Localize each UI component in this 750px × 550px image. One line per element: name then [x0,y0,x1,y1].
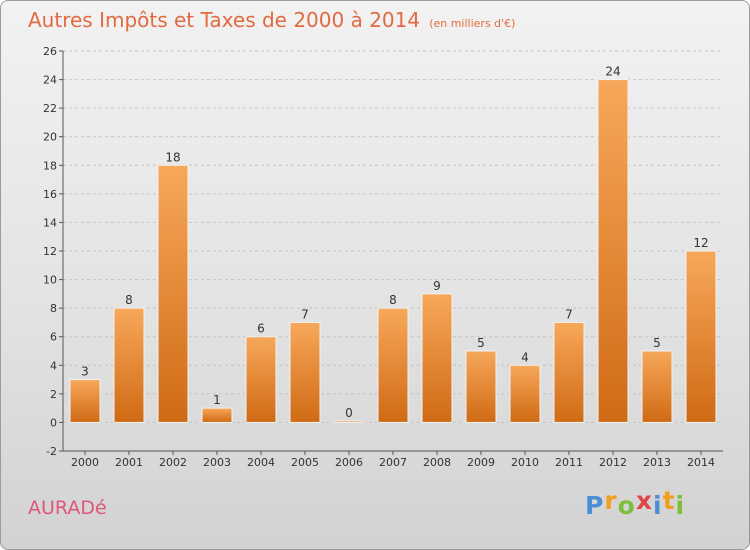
y-tick-label: 8 [50,302,57,315]
x-tick-label: 2008 [423,456,451,469]
x-tick-label: 2004 [247,456,275,469]
x-tick-label: 2009 [467,456,495,469]
data-label-2011: 7 [565,307,573,321]
x-tick-label: 2011 [555,456,583,469]
x-tick-label: 2010 [511,456,539,469]
y-tick-label: 0 [50,416,57,429]
logo-letter: i [675,491,686,520]
x-tick-label: 2001 [115,456,143,469]
y-tick-label: 26 [43,45,57,58]
bar-2014 [685,250,717,423]
y-tick-label: 20 [43,131,57,144]
data-label-2013: 5 [653,336,661,350]
data-label-2008: 9 [433,279,441,293]
data-label-2004: 6 [257,322,265,336]
bar-2001 [113,307,145,423]
bar-2000 [69,379,101,423]
location-name: AURADé [28,497,107,519]
y-tick-label: 16 [43,188,57,201]
y-tick-label: 18 [43,159,57,172]
x-tick-label: 2005 [291,456,319,469]
bar-2009 [465,350,497,423]
bar-2013 [641,350,673,423]
data-label-2000: 3 [81,365,89,379]
x-tick-label: 2012 [599,456,627,469]
data-label-2002: 18 [165,150,180,164]
data-label-2003: 1 [213,393,221,407]
logo-letter: i [653,491,663,520]
y-tick-label: 12 [43,245,57,258]
data-label-2006: 0 [345,406,353,420]
data-label-2007: 8 [389,293,397,307]
x-tick-label: 2003 [203,456,231,469]
logo-letter: t [662,486,676,515]
data-label-2009: 5 [477,336,485,350]
x-tick-label: 2014 [687,456,715,469]
y-tick-label: 6 [50,331,57,344]
bar-2006 [333,420,365,423]
y-tick-label: 2 [50,388,57,401]
x-tick-label: 2006 [335,456,363,469]
bar-2005 [289,321,321,423]
x-tick-label: 2007 [379,456,407,469]
bar-2012 [597,79,629,423]
bar-2008 [421,293,453,423]
bar-2010 [509,364,541,423]
logo-letter: x [635,486,653,515]
bar-2003 [201,407,233,423]
data-labels: 3 8 18 1 6 7 0 8 9 5 4 7 24 5 12 [81,65,708,420]
chart-title-text: Autres Impôts et Taxes de 2000 à 2014 [28,8,421,32]
y-tick-label: 22 [43,102,57,115]
chart-title: Autres Impôts et Taxes de 2000 à 2014 (e… [28,8,515,32]
proxiti-logo: Proxiti [585,486,686,520]
logo-letter: o [617,491,636,520]
x-tick-label: 2002 [159,456,187,469]
data-label-2010: 4 [521,350,529,364]
data-label-2014: 12 [693,236,708,250]
y-tick-label: 14 [43,216,57,229]
data-label-2012: 24 [605,65,620,79]
x-tick-label: 2013 [643,456,671,469]
y-tick-label: -2 [46,445,57,458]
x-tick-label: 2000 [71,456,99,469]
bars [69,79,717,423]
logo-letter: r [604,486,618,515]
y-tick-label: 10 [43,274,57,287]
bar-2004 [245,336,277,423]
y-tick-label: 4 [50,359,57,372]
bar-2011 [553,321,585,423]
bar-2002 [157,164,189,423]
chart-unit: (en milliers d'€) [429,17,516,30]
data-label-2005: 7 [301,307,309,321]
logo-letter: P [585,491,605,520]
data-label-2001: 8 [125,293,133,307]
bar-2007 [377,307,409,423]
y-tick-label: 24 [43,74,57,87]
